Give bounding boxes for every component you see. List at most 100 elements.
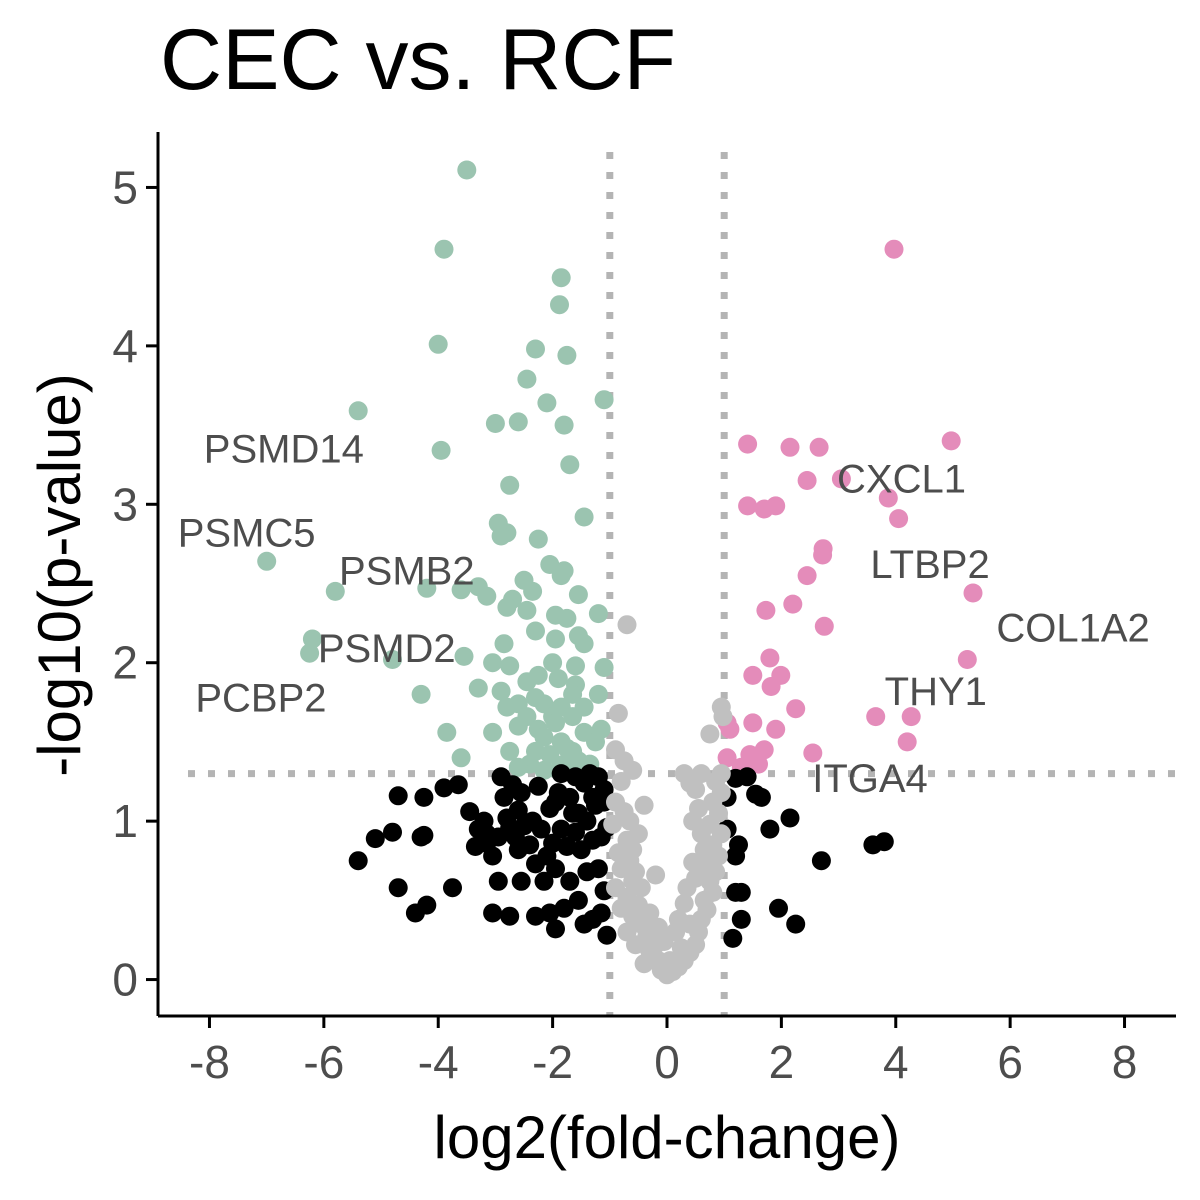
data-point-down <box>451 748 471 768</box>
gene-label: THY1 <box>885 670 987 714</box>
data-point-up <box>797 471 817 490</box>
axes <box>156 132 1176 1018</box>
data-point-down <box>517 672 537 692</box>
gene-labels: PSMD14 PSMC5 PSMB2 PSMD2 PCBP2 CXCL1 LTBP2COL1… <box>178 428 1150 802</box>
data-point-down <box>563 684 583 704</box>
data-point-down <box>431 440 451 460</box>
data-point-ns_fc <box>760 819 780 839</box>
data-point-up <box>738 496 758 516</box>
data-point-ns_fc <box>365 829 385 849</box>
data-point-ns_fc <box>751 787 771 807</box>
data-point-ns <box>611 859 631 879</box>
data-point-ns_fc <box>443 878 462 898</box>
data-point-ns <box>634 954 654 974</box>
data-point-down <box>546 629 565 649</box>
data-point-down <box>594 658 614 677</box>
data-point-ns_fc <box>383 822 402 842</box>
data-point-ns_fc <box>563 803 583 823</box>
gene-label: COL1A2 <box>996 607 1149 651</box>
data-point-ns_fc <box>551 819 571 839</box>
data-point-up <box>780 437 800 457</box>
data-point-ns_fc <box>500 906 520 926</box>
data-point-ns_fc <box>546 919 565 939</box>
data-point-down <box>526 621 545 641</box>
data-point-down <box>540 745 560 765</box>
data-point-ns_fc <box>543 833 563 853</box>
chart-title: CEC vs. RCF <box>160 12 676 108</box>
data-point-up <box>941 431 961 451</box>
data-point-up <box>743 713 763 733</box>
data-point-ns_fc <box>511 871 531 891</box>
data-point-down <box>348 401 368 421</box>
y-tick-label: 4 <box>112 320 138 372</box>
data-point-up <box>738 434 758 454</box>
data-point-up <box>797 566 817 586</box>
data-point-ns <box>626 935 645 955</box>
data-point-ns <box>713 707 733 727</box>
data-point-ns_fc <box>568 890 588 910</box>
data-point-down <box>485 414 505 433</box>
data-point-down <box>517 369 537 389</box>
data-point-ns <box>646 935 666 955</box>
gene-label: PSMC5 <box>178 512 316 556</box>
data-point-ns_fc <box>583 909 603 929</box>
data-point-down <box>300 643 320 663</box>
data-point-down <box>523 581 543 601</box>
data-point-ns <box>694 840 714 860</box>
data-point-ns_fc <box>811 851 831 871</box>
gene-label: CXCL1 <box>837 458 966 502</box>
data-point-down <box>491 681 511 701</box>
data-point-ns_fc <box>528 776 548 796</box>
data-point-down <box>497 697 517 717</box>
data-point-ns <box>683 852 703 872</box>
data-point-ns_fc <box>588 859 608 879</box>
data-point-down <box>534 727 554 747</box>
data-point-down <box>546 713 565 733</box>
data-point-ns_fc <box>448 775 468 795</box>
data-point-ns_fc <box>560 787 580 807</box>
data-point-ns <box>691 824 711 844</box>
gene-label: LTBP2 <box>870 543 989 587</box>
data-point-down <box>554 415 574 435</box>
data-point-ns <box>648 917 668 937</box>
x-tick-label: -2 <box>532 1036 573 1088</box>
data-point-down <box>551 566 571 586</box>
data-point-ns <box>660 951 680 971</box>
data-point-down <box>434 239 454 259</box>
x-tick-label: 0 <box>654 1036 680 1088</box>
data-point-up <box>761 677 781 696</box>
data-point-ns_fc <box>488 871 508 891</box>
data-point-down <box>500 475 520 495</box>
data-point-down <box>574 634 594 654</box>
data-point-ns_fc <box>505 827 525 847</box>
data-point-down <box>517 600 537 620</box>
data-point-ns_fc <box>566 822 585 842</box>
x-tick-label: 8 <box>1112 1036 1138 1088</box>
data-point-down <box>557 608 577 628</box>
y-axis-title: -log10(p-value) <box>26 373 93 777</box>
axis-ticks: -8 -6 -4 -2 0 2 4 6 8 0 1 2 3 4 5 <box>112 161 1137 1088</box>
data-point-up <box>957 650 977 669</box>
data-point-down <box>257 551 277 571</box>
data-point-ns_fc <box>483 846 503 866</box>
data-point-up <box>743 665 763 685</box>
data-point-ns_fc <box>723 928 743 948</box>
data-point-down <box>508 716 528 736</box>
data-point-up <box>766 496 786 516</box>
data-point-down <box>550 295 569 315</box>
data-point-ns_fc <box>731 909 751 929</box>
data-point-up <box>803 743 823 763</box>
data-point-ns_fc <box>551 764 571 784</box>
data-point-ns_fc <box>597 925 617 945</box>
y-tick-label: 1 <box>112 795 138 847</box>
data-point-ns <box>631 878 651 898</box>
data-point-down <box>588 684 608 704</box>
data-point-down <box>548 669 568 689</box>
data-point-down <box>568 585 588 605</box>
data-point-ns <box>620 811 640 831</box>
data-point-ns_fc <box>388 786 408 806</box>
data-point-down <box>560 455 580 475</box>
x-tick-label: -8 <box>189 1036 230 1088</box>
data-point-down <box>494 634 514 654</box>
data-point-up <box>786 699 806 719</box>
